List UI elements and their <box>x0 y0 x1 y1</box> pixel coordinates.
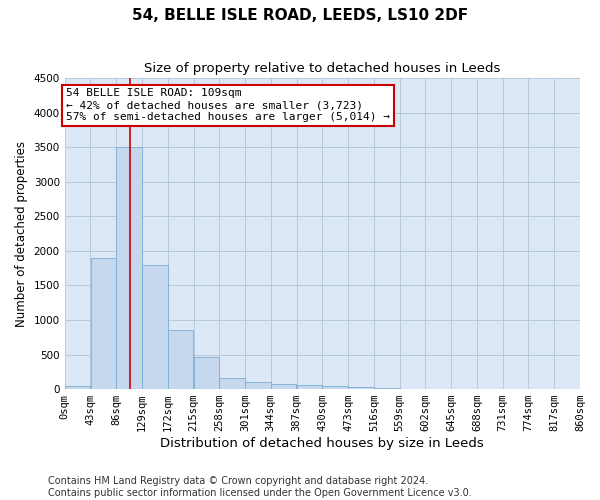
Bar <box>194 358 219 389</box>
Bar <box>296 386 322 389</box>
Bar <box>220 378 245 389</box>
Text: 54, BELLE ISLE ROAD, LEEDS, LS10 2DF: 54, BELLE ISLE ROAD, LEEDS, LS10 2DF <box>132 8 468 22</box>
Bar <box>65 386 91 389</box>
Bar <box>142 264 167 389</box>
Text: Contains HM Land Registry data © Crown copyright and database right 2024.
Contai: Contains HM Land Registry data © Crown c… <box>48 476 472 498</box>
Y-axis label: Number of detached properties: Number of detached properties <box>15 140 28 326</box>
Title: Size of property relative to detached houses in Leeds: Size of property relative to detached ho… <box>144 62 500 76</box>
Bar <box>271 384 296 389</box>
Bar <box>348 387 374 389</box>
Bar <box>91 258 116 389</box>
Bar <box>116 147 142 389</box>
Text: 54 BELLE ISLE ROAD: 109sqm
← 42% of detached houses are smaller (3,723)
57% of s: 54 BELLE ISLE ROAD: 109sqm ← 42% of deta… <box>66 88 390 122</box>
Bar <box>245 382 271 389</box>
X-axis label: Distribution of detached houses by size in Leeds: Distribution of detached houses by size … <box>160 437 484 450</box>
Bar <box>400 388 425 389</box>
Bar <box>374 388 400 389</box>
Bar <box>168 330 193 389</box>
Bar <box>322 386 348 389</box>
